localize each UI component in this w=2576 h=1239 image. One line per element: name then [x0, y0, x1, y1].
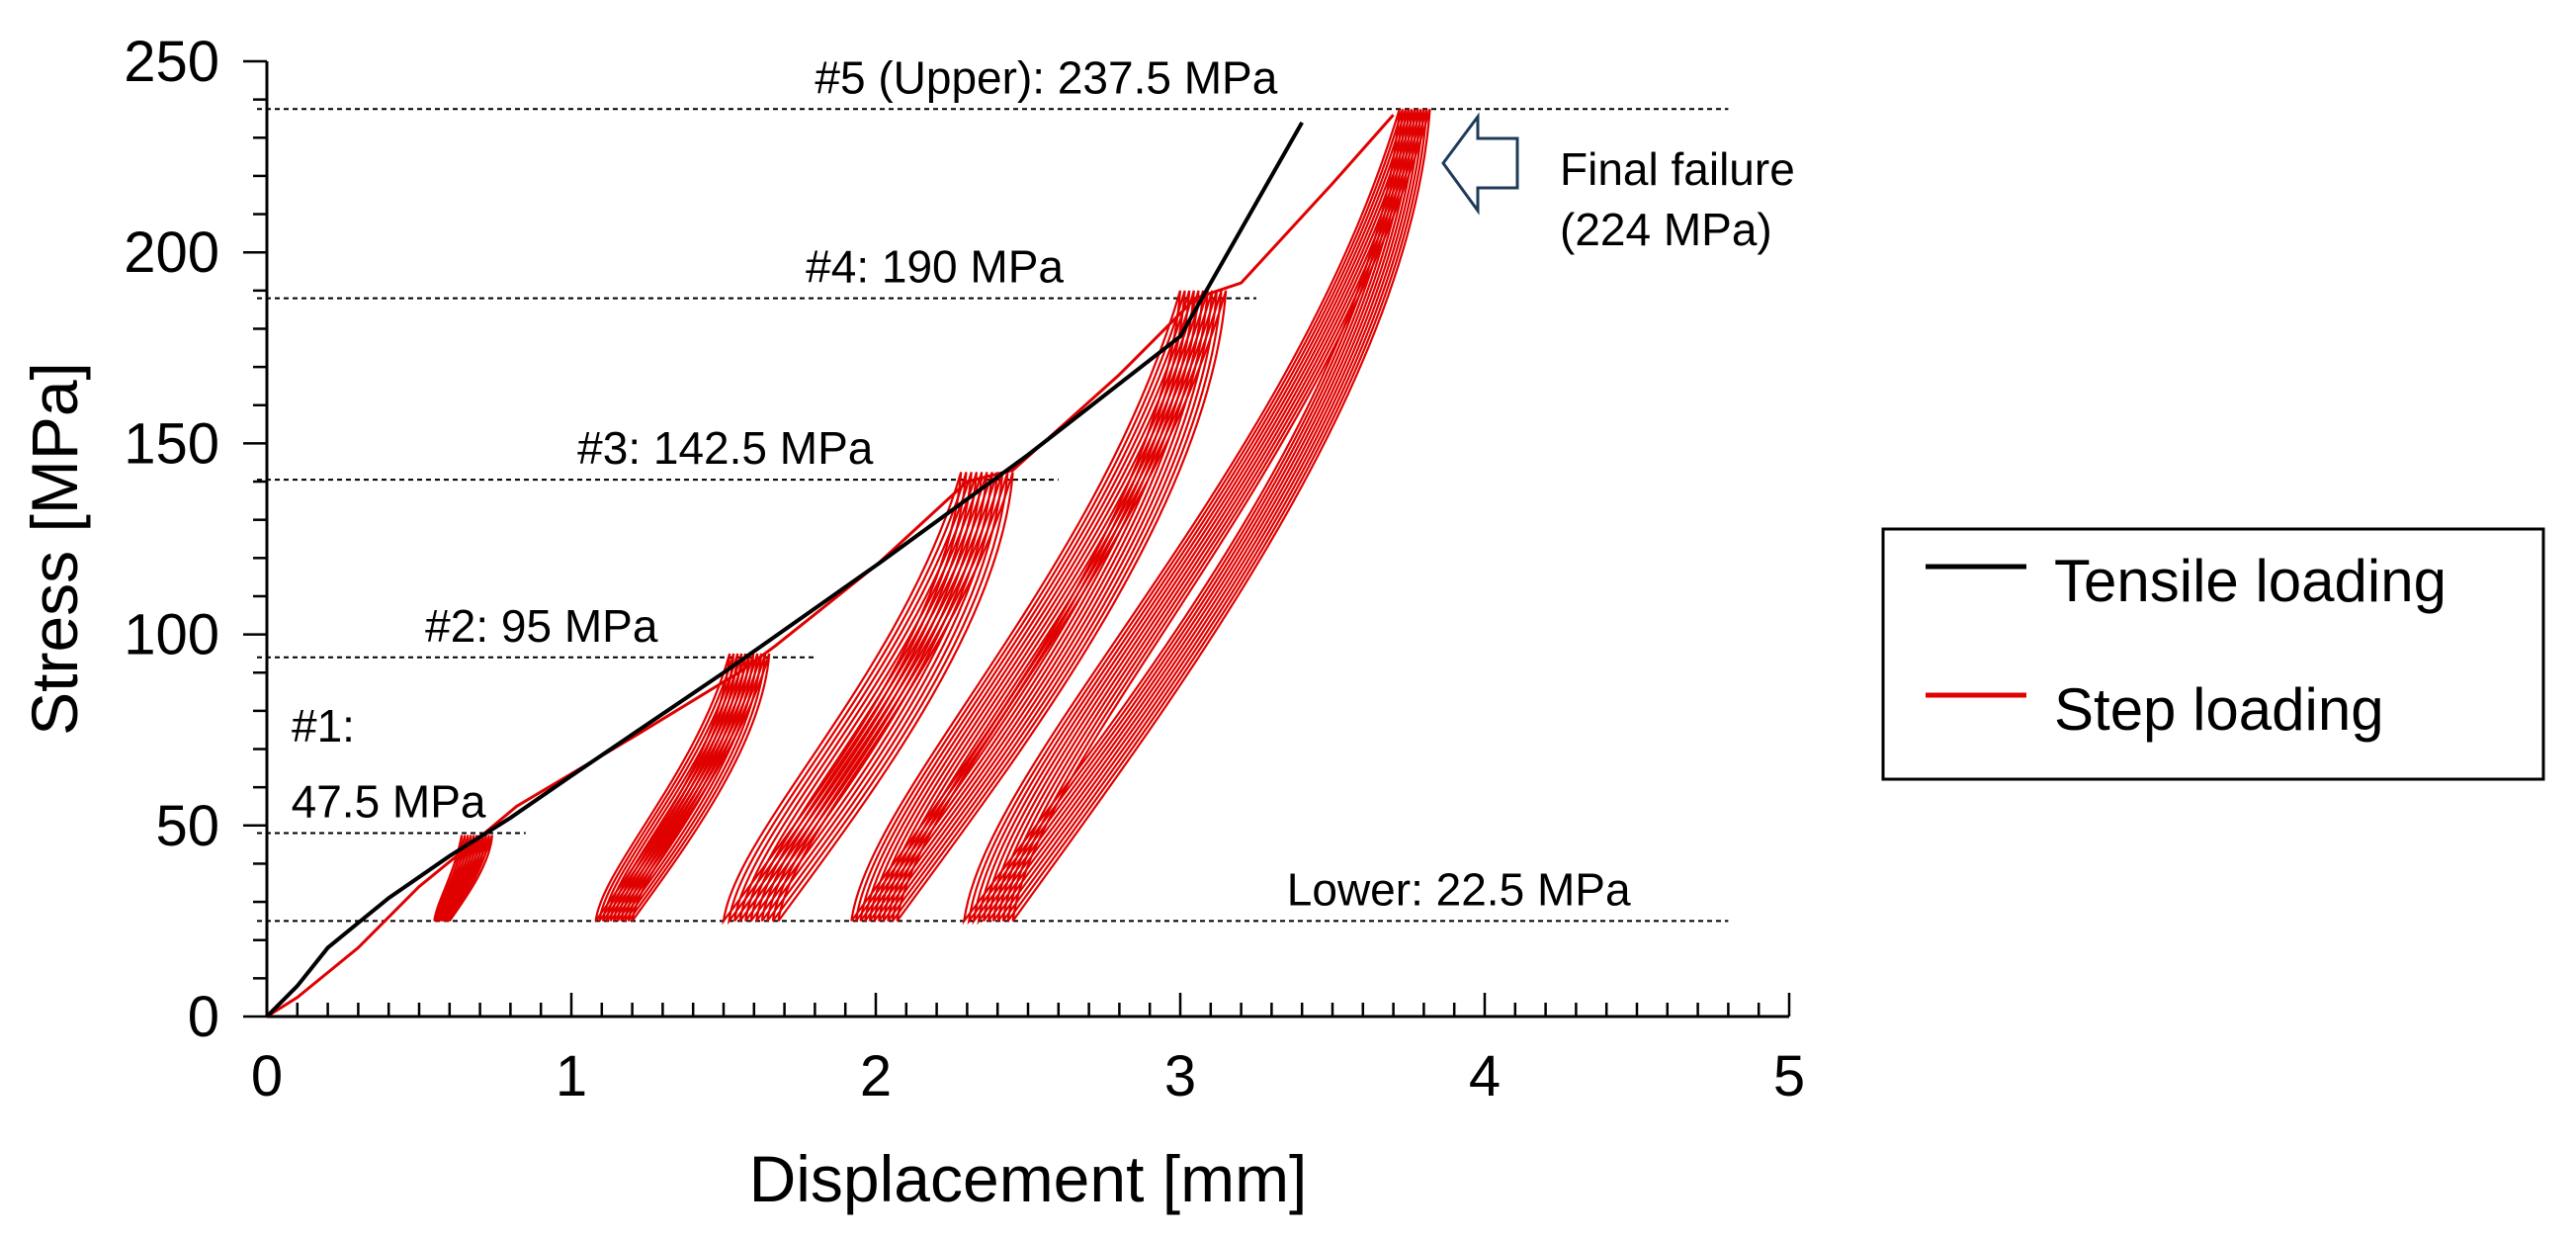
annotation-final-failure-line1: Final failure [1560, 143, 1795, 195]
step-loading-cycle [896, 290, 1228, 923]
step-loading-cycle [624, 653, 763, 923]
step-loading-cycle [967, 108, 1404, 926]
x-tick-label: 5 [1773, 1044, 1805, 1108]
step-loading-cycle [882, 290, 1214, 923]
y-axis-title: Stress [MPa] [18, 362, 91, 736]
final-failure-arrow [1441, 112, 1519, 216]
reference-line-label: Lower: 22.5 MPa [1287, 863, 1631, 915]
step-loading-cycle [972, 108, 1408, 926]
step-loading-cycle [850, 290, 1182, 923]
series-tensile-loading [265, 121, 1304, 1018]
y-tick-label: 100 [124, 603, 219, 667]
tensile-loading-curve [265, 121, 1304, 1018]
reference-line-label: #4: 190 MPa [806, 241, 1064, 293]
step-loading-cycle [1006, 108, 1428, 923]
y-tick-label: 50 [155, 794, 219, 858]
step-loading-cycle [1001, 108, 1425, 923]
step-loading-cycle [877, 290, 1209, 923]
reference-line-label: #2: 95 MPa [425, 600, 658, 652]
annotation-step1-number: #1: [292, 700, 355, 752]
step-loading-cycle [987, 108, 1417, 923]
step-loading-cycle [854, 290, 1186, 923]
x-tick-label: 1 [556, 1044, 587, 1108]
step-loading-cycle [978, 108, 1411, 923]
legend-label-tensile: Tensile loading [2054, 548, 2447, 614]
step-loading-cycle [868, 290, 1200, 923]
reference-line-label: #3: 142.5 MPa [577, 422, 874, 474]
step-loading-cycle [991, 108, 1419, 923]
step-loading-cycle [891, 290, 1223, 923]
annotation-final-failure-line2: (224 MPa) [1560, 204, 1772, 255]
step-loading-cycle [982, 108, 1414, 923]
legend: Tensile loading Step loading [1881, 527, 2545, 781]
step-loading-cycle [996, 108, 1422, 923]
x-tick-label: 4 [1469, 1044, 1501, 1108]
step-loading-cycle [887, 290, 1219, 923]
step-loading-cycle [1011, 108, 1431, 923]
step-loading-cycle [962, 108, 1401, 926]
series-step-loading [266, 108, 1431, 1018]
step-loading-cycle [859, 290, 1191, 923]
step-loading-cycle [760, 472, 998, 923]
step-loading-cycle [873, 290, 1205, 923]
step-loading-cycle [777, 472, 1014, 923]
step-loading-cycle [448, 835, 494, 923]
x-tick-label: 0 [251, 1044, 283, 1108]
step-loading-cycle [864, 290, 1195, 923]
step-loading-cycle [771, 472, 1009, 923]
step-loading-cycle [627, 653, 767, 923]
x-tick-label: 3 [1164, 1044, 1196, 1108]
reference-line-label: #5 (Upper): 237.5 MPa [815, 51, 1277, 103]
step-loading-cycle [766, 472, 1004, 923]
x-axis-title: Displacement [mm] [749, 1142, 1308, 1215]
legend-label-step: Step loading [2054, 676, 2384, 743]
reference-line-label: 47.5 MPa [292, 776, 486, 828]
y-tick-label: 0 [188, 985, 219, 1049]
y-tick-label: 150 [124, 411, 219, 476]
legend-box [1881, 527, 2545, 781]
x-tick-label: 2 [860, 1044, 892, 1108]
y-tick-label: 200 [124, 221, 219, 285]
y-tick-label: 250 [124, 30, 219, 94]
step-loading-cycle [631, 653, 771, 923]
reference-lines: #5 (Upper): 237.5 MPa #4: 190 MPa #3: 142.… [257, 51, 1729, 923]
